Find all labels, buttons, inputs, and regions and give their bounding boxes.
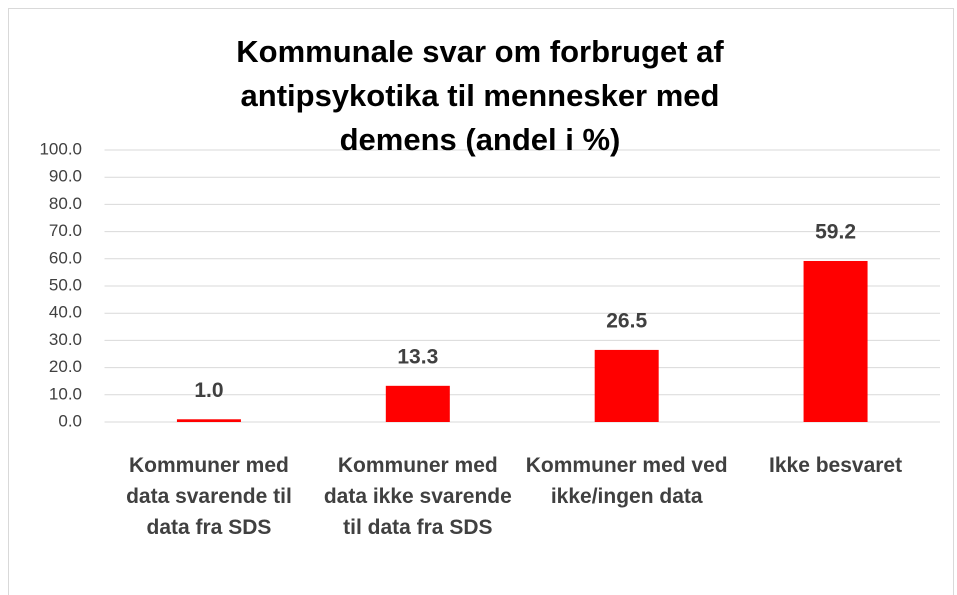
data-label: 13.3 xyxy=(397,345,438,368)
y-tick-label: 40.0 xyxy=(49,303,82,322)
x-tick-label: Kommuner med ved ikke/ingen data xyxy=(525,454,728,508)
data-label: 1.0 xyxy=(194,379,223,402)
chart-title: Kommunale svar om forbruget af antipsyko… xyxy=(236,34,724,157)
chart-border xyxy=(8,8,954,595)
y-tick-label: 70.0 xyxy=(49,221,82,240)
bar xyxy=(176,419,241,422)
y-tick-label: 60.0 xyxy=(49,248,82,267)
x-tick-label-box: Kommuner med ved ikke/ingen data xyxy=(525,454,728,508)
bar xyxy=(594,349,659,422)
data-label: 26.5 xyxy=(606,309,647,332)
bar xyxy=(803,260,868,422)
y-tick-label: 0.0 xyxy=(58,411,82,430)
y-tick-label: 50.0 xyxy=(49,275,82,294)
y-tick-label: 90.0 xyxy=(49,167,82,186)
x-tick-label-box: Kommuner med data ikke svarende til data… xyxy=(323,454,512,539)
y-tick-label: 100.0 xyxy=(39,139,82,158)
bar xyxy=(385,385,450,422)
x-tick-label-box: Kommuner med data svarende til data fra … xyxy=(126,454,292,539)
y-tick-label: 30.0 xyxy=(49,330,82,349)
data-label: 59.2 xyxy=(815,221,856,244)
x-tick-label: Kommuner med data svarende til data fra … xyxy=(126,454,292,539)
y-tick-label: 10.0 xyxy=(49,384,82,403)
y-tick-label: 80.0 xyxy=(49,194,82,213)
x-tick-label: Kommuner med data ikke svarende til data… xyxy=(323,454,512,539)
y-tick-label: 20.0 xyxy=(49,357,82,376)
x-tick-label-box: Ikke besvaret xyxy=(769,454,903,477)
x-tick-label: Ikke besvaret xyxy=(769,454,903,477)
